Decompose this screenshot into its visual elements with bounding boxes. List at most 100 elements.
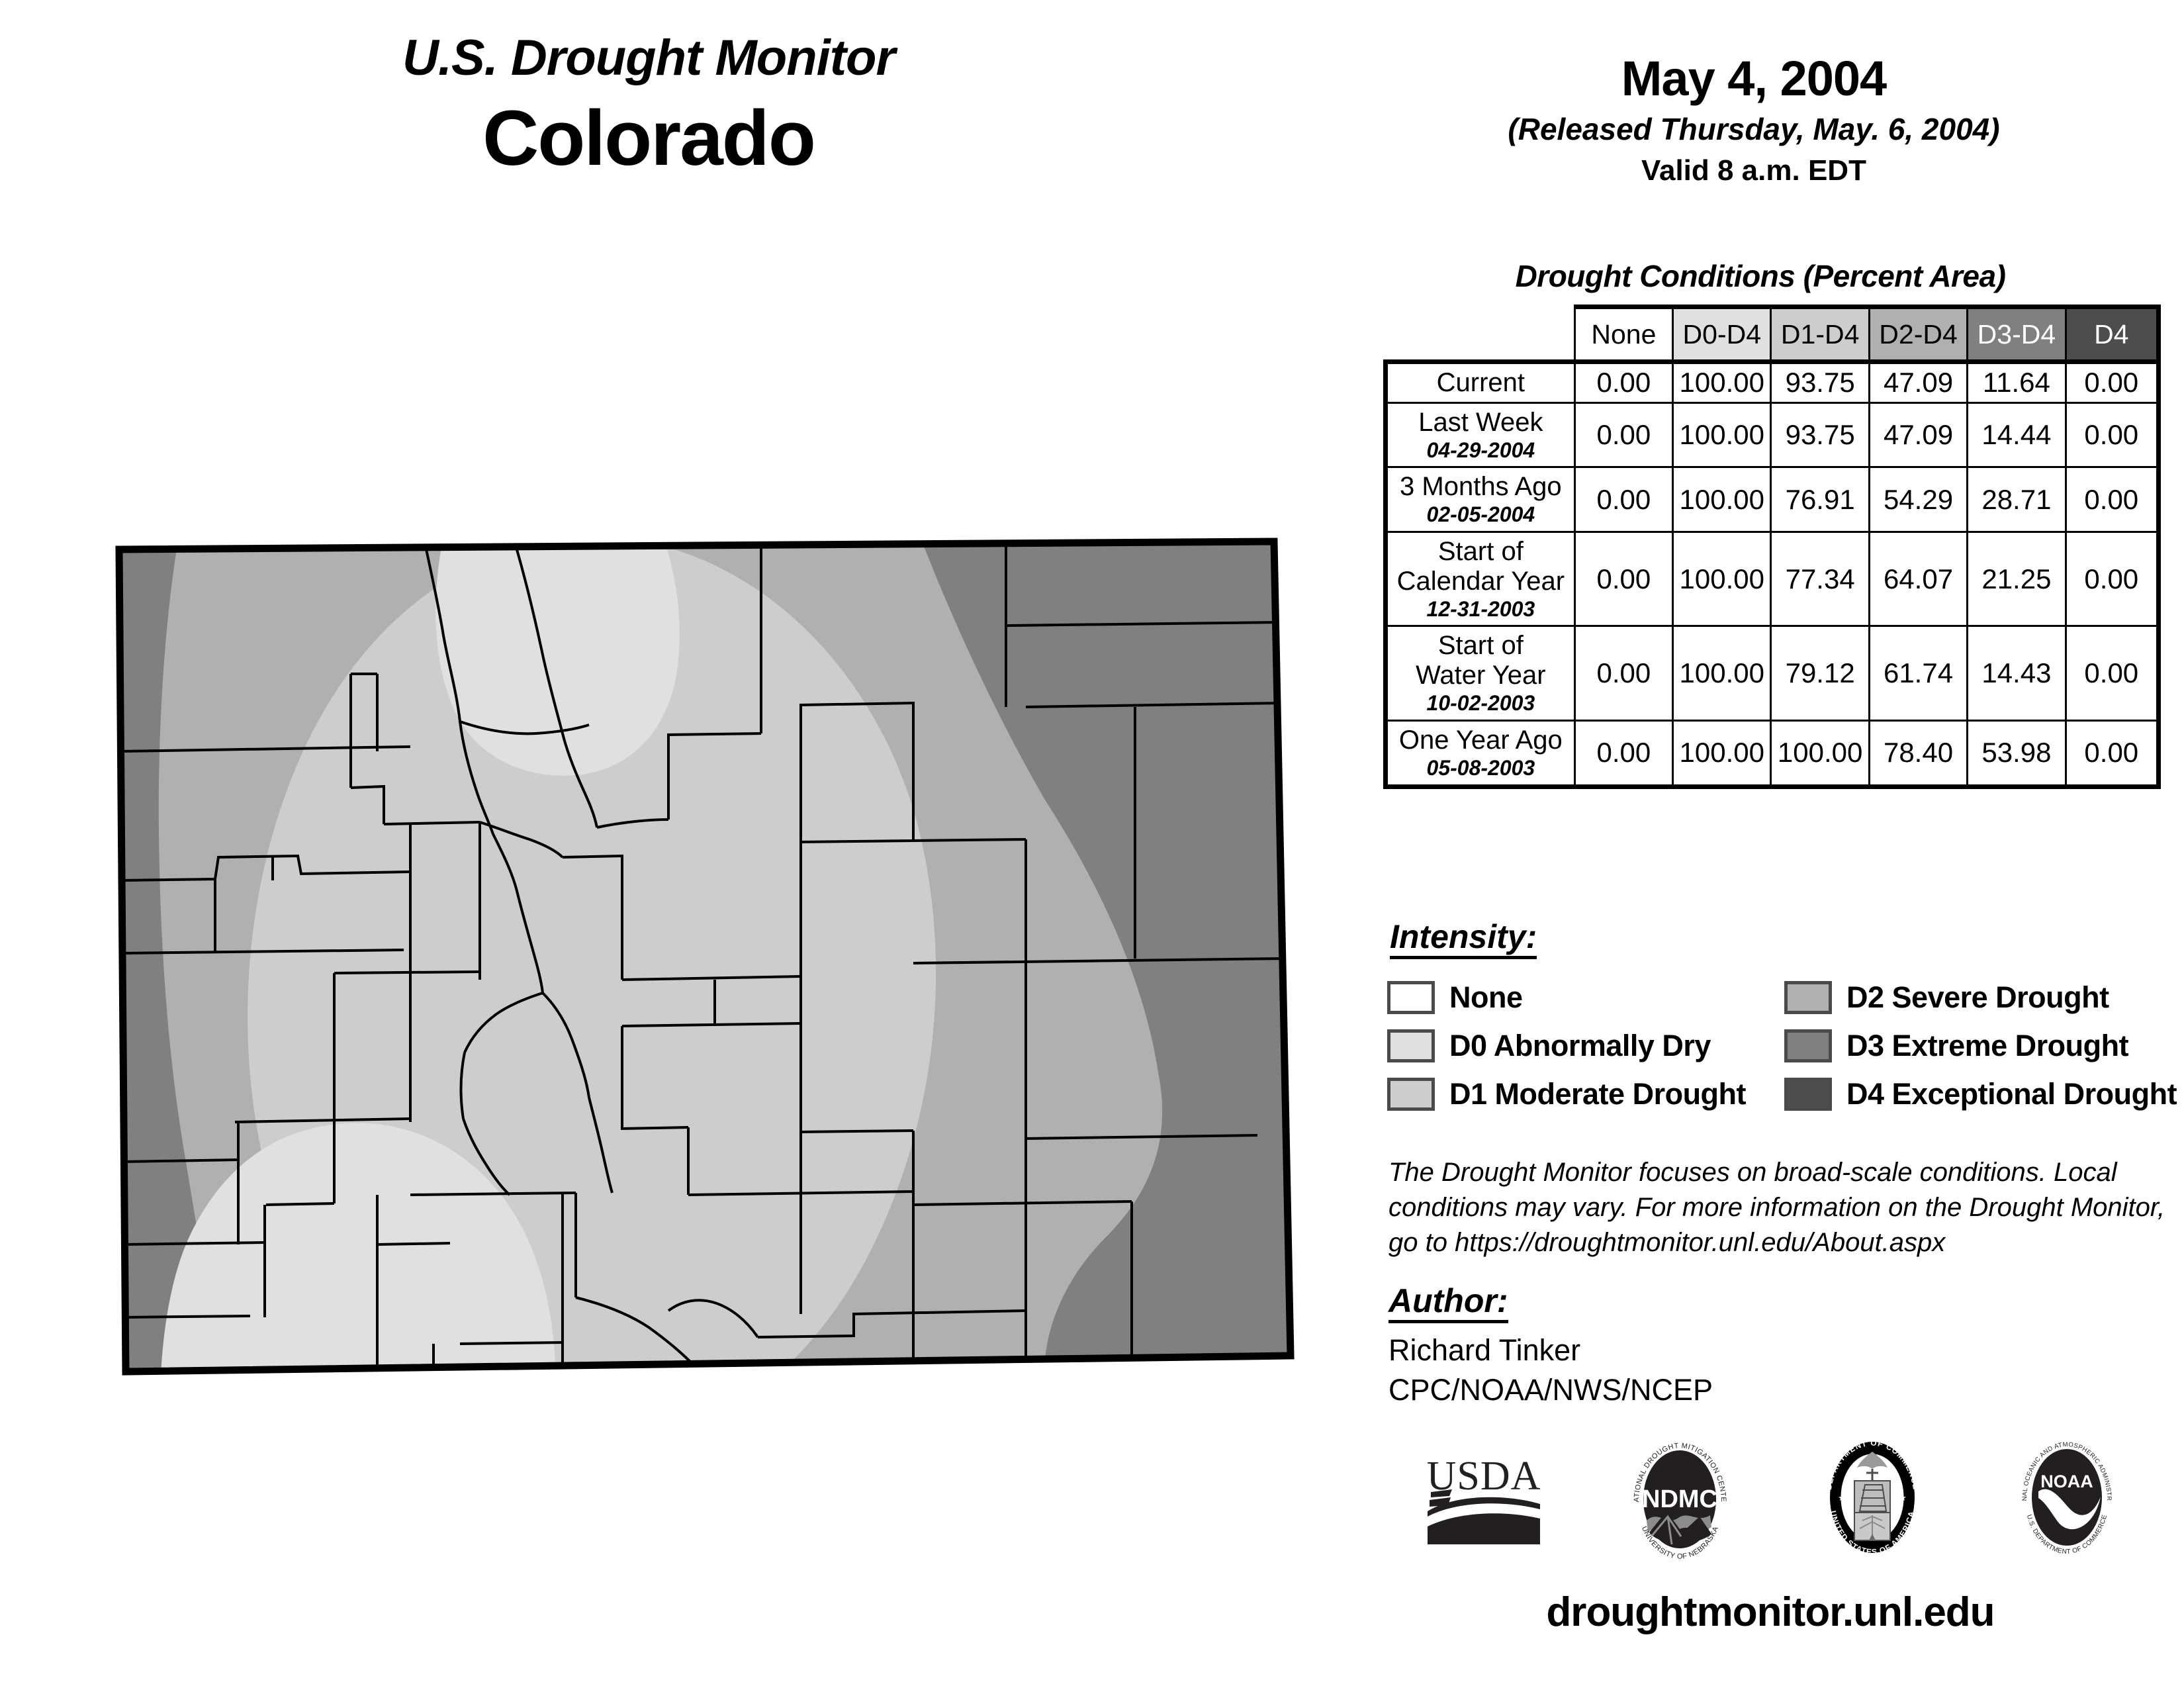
- drought-map[interactable]: [99, 523, 1310, 1390]
- row-label: 3 Months Ago 02-05-2004: [1383, 466, 1576, 534]
- author-name: Richard Tinker: [1388, 1333, 1581, 1367]
- table-cell: 0.00: [1573, 625, 1674, 722]
- table-cell: 47.09: [1868, 359, 1969, 404]
- legend-label-d1: D1 Moderate Drought: [1449, 1076, 1747, 1111]
- table-cell: 0.00: [2064, 359, 2161, 404]
- release-date: (Released Thursday, May. 6, 2004): [1508, 111, 2000, 146]
- legend-item-d1[interactable]: D1 Moderate Drought: [1387, 1070, 1784, 1118]
- table-cell: 11.64: [1966, 359, 2067, 404]
- row-date: 10-02-2003: [1426, 691, 1535, 716]
- row-date: 04-29-2004: [1426, 438, 1535, 462]
- valid-time: Valid 8 a.m. EDT: [1641, 154, 1866, 187]
- row-date: 12-31-2003: [1426, 596, 1535, 621]
- table-row: Last Week 04-29-2004 0.00 100.00 93.75 47.09 1…: [1383, 401, 2161, 469]
- table-cell: 0.00: [2064, 625, 2161, 722]
- table-corner-cell: [1386, 307, 1575, 362]
- title-block: U.S. Drought Monitor Colorado: [0, 33, 1297, 184]
- intensity-heading: Intensity:: [1390, 920, 1537, 959]
- info-panel: May 4, 2004 (Released Thursday, May. 6, …: [1363, 0, 2184, 1688]
- logo-row: USDA NDMC NATIONAL DROUGHT MITI: [1383, 1423, 2164, 1575]
- col-header-none: None: [1573, 305, 1674, 363]
- legend-label-d0: D0 Abnormally Dry: [1449, 1028, 1711, 1062]
- table-cell: 61.74: [1868, 625, 1969, 722]
- noaa-logo: NOAA NATIONAL OCEANIC AND ATMOSPHERIC AD…: [2008, 1428, 2123, 1566]
- shading-d0-southwest: [160, 1123, 556, 1372]
- legend-label-none: None: [1449, 980, 1523, 1014]
- row-label: Start of Water Year 10-02-2003: [1383, 625, 1576, 722]
- swatch-none: [1387, 980, 1435, 1014]
- table-cell: 78.40: [1868, 719, 1969, 789]
- legend-item-d0[interactable]: D0 Abnormally Dry: [1387, 1021, 1784, 1070]
- table-cell: 79.12: [1770, 625, 1870, 722]
- footer-url[interactable]: droughtmonitor.unl.edu: [1546, 1589, 1995, 1635]
- row-label: Last Week 04-29-2004: [1383, 401, 1576, 469]
- table-cell: 0.00: [1573, 719, 1674, 789]
- table-cell: 0.00: [1573, 531, 1674, 628]
- svg-text:★: ★: [1899, 1493, 1907, 1503]
- table-cell: 76.91: [1770, 466, 1870, 534]
- table-header-row: None D0-D4 D1-D4 D2-D4 D3-D4 D4: [1386, 305, 2161, 363]
- page-title: U.S. Drought Monitor: [402, 30, 895, 86]
- table-cell: 0.00: [1573, 401, 1674, 469]
- author-affiliation: CPC/NOAA/NWS/NCEP: [1388, 1372, 1713, 1407]
- table-cell: 0.00: [1573, 359, 1674, 404]
- col-header-d2d4: D2-D4: [1868, 305, 1969, 363]
- row-label: One Year Ago 05-08-2003: [1383, 719, 1576, 789]
- table-cell: 47.09: [1868, 401, 1969, 469]
- legend-item-d3[interactable]: D3 Extreme Drought: [1784, 1021, 2181, 1070]
- legend-item-d2[interactable]: D2 Severe Drought: [1784, 973, 2181, 1021]
- map-panel: U.S. Drought Monitor Colorado: [0, 33, 1310, 1390]
- drought-shading: [119, 541, 1291, 1372]
- author-block: Richard Tinker CPC/NOAA/NWS/NCEP: [1388, 1331, 1713, 1410]
- col-header-d3d4: D3-D4: [1966, 305, 2067, 363]
- table-cell: 93.75: [1770, 401, 1870, 469]
- table-caption: Drought Conditions (Percent Area): [1515, 259, 2006, 293]
- doc-seal-logo: ★ ★ DEPARTMENT OF COMMERCE UNITED STATES…: [1816, 1433, 1929, 1566]
- table-cell: 0.00: [1573, 466, 1674, 534]
- table-cell: 0.00: [2064, 466, 2161, 534]
- state-outline: [115, 538, 1295, 1376]
- disclaimer-text: The Drought Monitor focuses on broad-sca…: [1388, 1158, 2165, 1257]
- table-cell: 0.00: [2064, 531, 2161, 628]
- table-cell: 100.00: [1672, 401, 1772, 469]
- table-cell: 77.34: [1770, 531, 1870, 628]
- table-cell: 93.75: [1770, 359, 1870, 404]
- col-header-d1d4: D1-D4: [1770, 305, 1870, 363]
- usda-logo: USDA: [1424, 1448, 1543, 1551]
- legend-item-none[interactable]: None: [1387, 973, 1784, 1021]
- map-date: May 4, 2004: [1621, 51, 1887, 106]
- table-cell: 64.07: [1868, 531, 1969, 628]
- shading-d3-east: [920, 541, 1291, 1372]
- row-label: Start of Calendar Year 12-31-2003: [1383, 531, 1576, 628]
- row-label: Current: [1383, 359, 1576, 404]
- table-cell: 100.00: [1770, 719, 1870, 789]
- row-date: 02-05-2004: [1426, 502, 1535, 527]
- table-row: Start of Calendar Year 12-31-2003 0.00 100.0…: [1383, 531, 2161, 628]
- date-block: May 4, 2004 (Released Thursday, May. 6, …: [1363, 53, 2144, 187]
- table-cell: 100.00: [1672, 466, 1772, 534]
- map-svg: [115, 538, 1295, 1376]
- legend-label-d3: D3 Extreme Drought: [1846, 1028, 2129, 1062]
- row-date: 05-08-2003: [1426, 755, 1535, 780]
- county-boundaries: [120, 541, 1285, 1372]
- table-cell: 14.43: [1966, 625, 2067, 722]
- swatch-d1: [1387, 1077, 1435, 1111]
- table-row: Current 0.00 100.00 93.75 47.09 11.64 0.00: [1383, 359, 2161, 404]
- author-heading: Author:: [1388, 1284, 1508, 1323]
- state-title: Colorado: [482, 95, 816, 182]
- table-row: 3 Months Ago 02-05-2004 0.00 100.00 76.91 54.…: [1383, 466, 2161, 534]
- table-cell: 54.29: [1868, 466, 1969, 534]
- table-row: Start of Water Year 10-02-2003 0.00 100.00 79…: [1383, 625, 2161, 722]
- legend-item-d4[interactable]: D4 Exceptional Drought: [1784, 1070, 2181, 1118]
- shading-d0-north: [435, 541, 680, 776]
- shading-d3-west: [119, 541, 222, 1372]
- table-cell: 53.98: [1966, 719, 2067, 789]
- ndmc-logo: NDMC NATIONAL DROUGHT MITIGATION CENTER …: [1622, 1427, 1735, 1566]
- legend-label-d4: D4 Exceptional Drought: [1846, 1076, 2177, 1111]
- table-cell: 28.71: [1966, 466, 2067, 534]
- swatch-d4: [1784, 1077, 1832, 1111]
- legend-label-d2: D2 Severe Drought: [1846, 980, 2109, 1014]
- table-row: One Year Ago 05-08-2003 0.00 100.00 100.00 78…: [1383, 719, 2161, 789]
- svg-text:NOAA: NOAA: [2040, 1472, 2093, 1491]
- table-cell: 21.25: [1966, 531, 2067, 628]
